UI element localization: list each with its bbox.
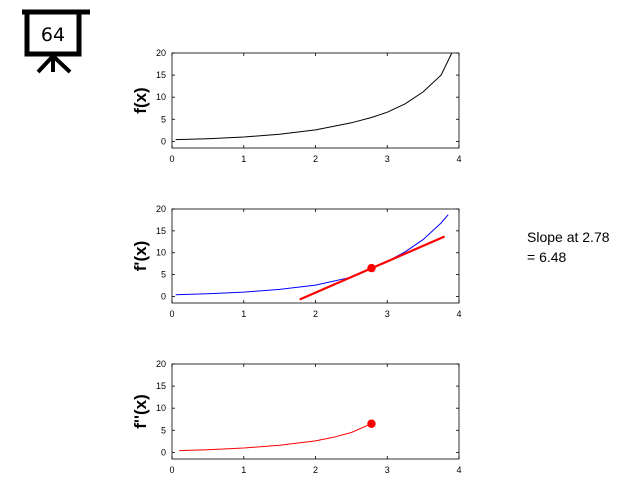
x-tick-label: 0 <box>169 309 174 319</box>
y-tick-label: 5 <box>161 425 166 435</box>
plot-f-prime: 0 1 2 3 4 0 5 10 15 20 f'(x) <box>131 204 462 319</box>
y-tick-label: 0 <box>161 291 166 301</box>
x-tick-label: 0 <box>169 154 174 164</box>
series-line-f <box>175 52 453 141</box>
series-line-f-double-prime <box>179 423 372 452</box>
x-tick-label: 4 <box>456 465 461 475</box>
y-tick-label: 15 <box>156 381 166 391</box>
x-tick-label: 4 <box>456 309 461 319</box>
presentation-board-icon: 64 <box>22 9 90 74</box>
y-axis-label-f: f(x) <box>131 87 150 113</box>
y-tick-label: 10 <box>156 92 166 102</box>
axes-box-f-prime <box>171 208 460 304</box>
plot-f: 0 1 2 3 4 0 5 10 15 20 f(x) <box>131 48 462 164</box>
board-leg-right <box>51 54 72 74</box>
x-tick-label: 2 <box>313 309 318 319</box>
board-leg-left <box>36 54 55 74</box>
slope-annotation-line1: Slope at 2.78 <box>527 229 610 245</box>
x-tick-label: 3 <box>385 154 390 164</box>
x-tick-label: 4 <box>456 154 461 164</box>
marker-point-f-prime <box>367 263 376 273</box>
x-tick-label: 1 <box>241 154 246 164</box>
y-tick-label: 15 <box>156 226 166 236</box>
y-tick-label: 20 <box>156 204 166 214</box>
y-tick-label: 10 <box>156 403 166 413</box>
y-tick-label: 20 <box>156 48 166 58</box>
y-tick-label: 5 <box>161 114 166 124</box>
badge-number: 64 <box>41 24 65 46</box>
series-line-f-prime <box>175 214 449 296</box>
x-tick-label: 2 <box>313 465 318 475</box>
y-tick-label: 10 <box>156 248 166 258</box>
y-axis-label-f-double-prime: f''(x) <box>131 394 150 429</box>
y-tick-label: 15 <box>156 70 166 80</box>
board-frame <box>24 9 82 57</box>
axes-box-f <box>171 52 460 149</box>
axes-box-f-double-prime <box>171 363 460 460</box>
y-tick-label: 5 <box>161 270 166 280</box>
y-tick-label: 0 <box>161 136 166 146</box>
y-tick-label: 20 <box>156 359 166 369</box>
x-tick-label: 1 <box>241 465 246 475</box>
y-axis-label-f-prime: f'(x) <box>131 241 150 271</box>
x-tick-label: 3 <box>385 465 390 475</box>
y-tick-label: 0 <box>161 447 166 457</box>
slope-annotation-line2: = 6.48 <box>527 249 567 265</box>
x-tick-label: 1 <box>241 309 246 319</box>
x-tick-label: 0 <box>169 465 174 475</box>
plot-f-double-prime: 0 1 2 3 4 0 5 10 15 20 f''(x) <box>131 359 462 475</box>
x-tick-label: 3 <box>385 309 390 319</box>
x-tick-label: 2 <box>313 154 318 164</box>
marker-point-f-double-prime <box>367 419 376 428</box>
